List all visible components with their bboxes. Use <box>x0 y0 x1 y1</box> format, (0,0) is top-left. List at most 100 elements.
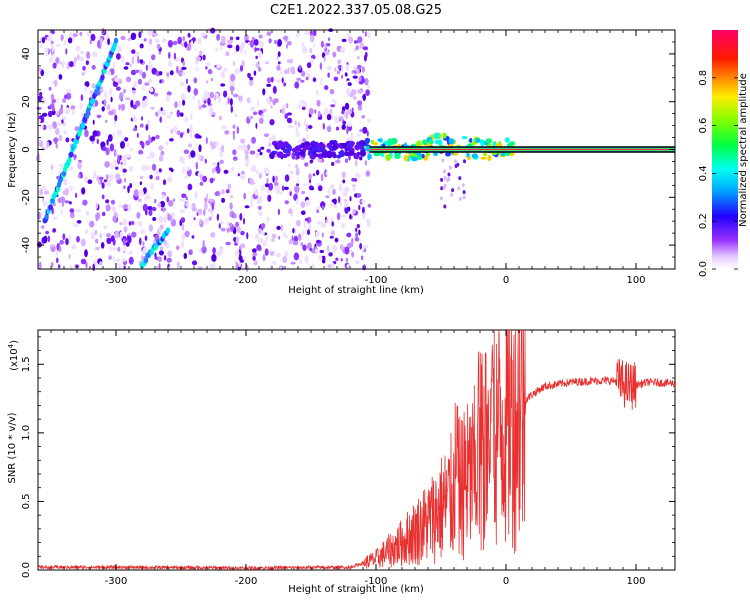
spectrogram-cell <box>51 164 54 171</box>
spectrogram-cell <box>211 210 214 219</box>
spectrogram-cell <box>65 238 69 246</box>
spectrogram-cluster-cell <box>385 154 392 161</box>
spectrogram-cell <box>145 165 150 171</box>
spectrogram-cell <box>342 179 346 184</box>
spectrogram-cell <box>297 121 301 128</box>
spectrogram-cell <box>313 29 317 37</box>
spectrogram-track-cell <box>44 213 49 220</box>
spectrogram-cell <box>269 119 275 126</box>
spectrogram-tail-cell <box>439 196 443 201</box>
spectrogram-cluster-cell <box>336 154 342 159</box>
spectrogram-cell <box>120 165 124 170</box>
spectrogram-cluster-cell <box>348 150 355 156</box>
spectrogram-cell <box>205 91 210 96</box>
spectrogram-cell <box>364 31 367 37</box>
spectrogram-cell <box>266 77 272 84</box>
spectrogram-cell <box>77 162 82 170</box>
spectrogram-cell <box>113 159 117 166</box>
spectrogram-cell <box>181 233 186 241</box>
spectrogram-cluster-cell <box>461 136 468 140</box>
spectrogram-cell <box>359 156 363 161</box>
spectrogram-cell <box>301 106 306 110</box>
spectrogram-cell <box>347 82 352 86</box>
spectrogram-cell <box>66 88 71 94</box>
spectrogram-cell <box>204 217 209 224</box>
spectrogram-cell <box>197 153 201 161</box>
colorbar-ticks: 0.0 0.2 0.4 0.6 0.8 <box>698 70 738 277</box>
spectrogram-cell <box>124 137 129 142</box>
spectrogram-cluster-cell <box>487 154 492 162</box>
spectrogram-cell <box>294 81 300 89</box>
spectrogram-cell <box>300 201 306 209</box>
spectrogram-cell <box>104 90 108 99</box>
spectrogram-cell <box>105 199 110 204</box>
spectrogram-cell <box>56 110 60 116</box>
spectrogram-cell <box>235 36 240 41</box>
spectrogram-cell <box>276 56 279 60</box>
spectrogram-cell <box>221 144 225 153</box>
spectrogram-cell <box>232 156 238 161</box>
spectrogram-cell <box>334 237 339 243</box>
spectrogram-cell <box>139 69 143 76</box>
spectrogram-cell <box>244 50 247 55</box>
colorbar-tick-label: 0.2 <box>698 213 709 229</box>
spectrogram-cluster-cell <box>312 149 317 157</box>
spectrogram-cell <box>353 40 358 44</box>
spectrogram-cell <box>358 80 364 85</box>
spectrogram-cell <box>205 137 208 145</box>
spectrogram-cell <box>256 244 262 251</box>
spectrogram-cell <box>341 171 346 179</box>
spectrogram-cell <box>302 138 307 142</box>
spectrogram-cell <box>89 39 93 45</box>
spectrogram-cell <box>168 60 173 68</box>
spectrogram-cell <box>226 227 230 233</box>
spectrogram-cell <box>211 112 216 116</box>
spectrogram-cell <box>249 181 255 185</box>
spectrogram-cell <box>290 66 295 74</box>
spectrogram-cell <box>357 89 363 94</box>
spectrogram-cell <box>356 133 361 137</box>
spectrogram-cluster-cell <box>421 153 425 159</box>
spectrogram-cell <box>251 36 256 42</box>
spectrogram-cell <box>174 101 178 109</box>
spectrogram-cell <box>319 250 325 253</box>
spectrogram-cell <box>65 48 68 55</box>
spectrogram-cell <box>80 94 84 101</box>
colorbar-tick-label: 0.0 <box>698 261 709 277</box>
spectrogram-cell <box>205 80 209 84</box>
spectrogram-cell <box>198 144 202 153</box>
spectrogram-cell <box>58 134 63 142</box>
spectrogram-cell <box>97 40 101 48</box>
spectrogram-cell <box>135 100 141 107</box>
spectrogram-cell <box>297 139 303 143</box>
spectrogram-cell <box>241 144 247 152</box>
spectrogram-cell <box>323 43 327 49</box>
spectrogram-cell <box>189 124 193 132</box>
spectrogram-cell <box>194 47 197 51</box>
spectrogram-cell <box>320 77 323 86</box>
spectrogram-cell <box>320 222 326 228</box>
spectrogram-cell <box>203 201 208 210</box>
spectrogram-cell <box>105 147 110 156</box>
spectrogram-cell <box>224 130 230 135</box>
spectrogram-cell <box>56 122 62 127</box>
spectrogram-cell <box>39 44 43 49</box>
spectrogram-cell <box>99 233 102 239</box>
spectrogram-cell <box>300 242 304 247</box>
spectrogram-cell <box>186 165 190 171</box>
spectrogram-cell <box>111 77 116 82</box>
spectrogram-cell <box>270 104 273 109</box>
spectrogram-cell <box>84 249 88 258</box>
spectrogram-cell <box>184 175 188 180</box>
spectrogram-cell <box>180 81 185 87</box>
spectrogram-cell <box>107 104 111 111</box>
spectrogram-cell <box>281 77 284 84</box>
spectrogram-cell <box>95 202 99 210</box>
spectrogram-cell <box>311 186 315 191</box>
spectrogram-cell <box>202 175 208 183</box>
spectrogram-cell <box>128 250 133 255</box>
spectrogram-cell <box>283 186 289 190</box>
spectrogram-cell <box>275 175 278 182</box>
spectrogram-cell <box>277 61 281 65</box>
spectrogram-cell <box>53 79 58 87</box>
